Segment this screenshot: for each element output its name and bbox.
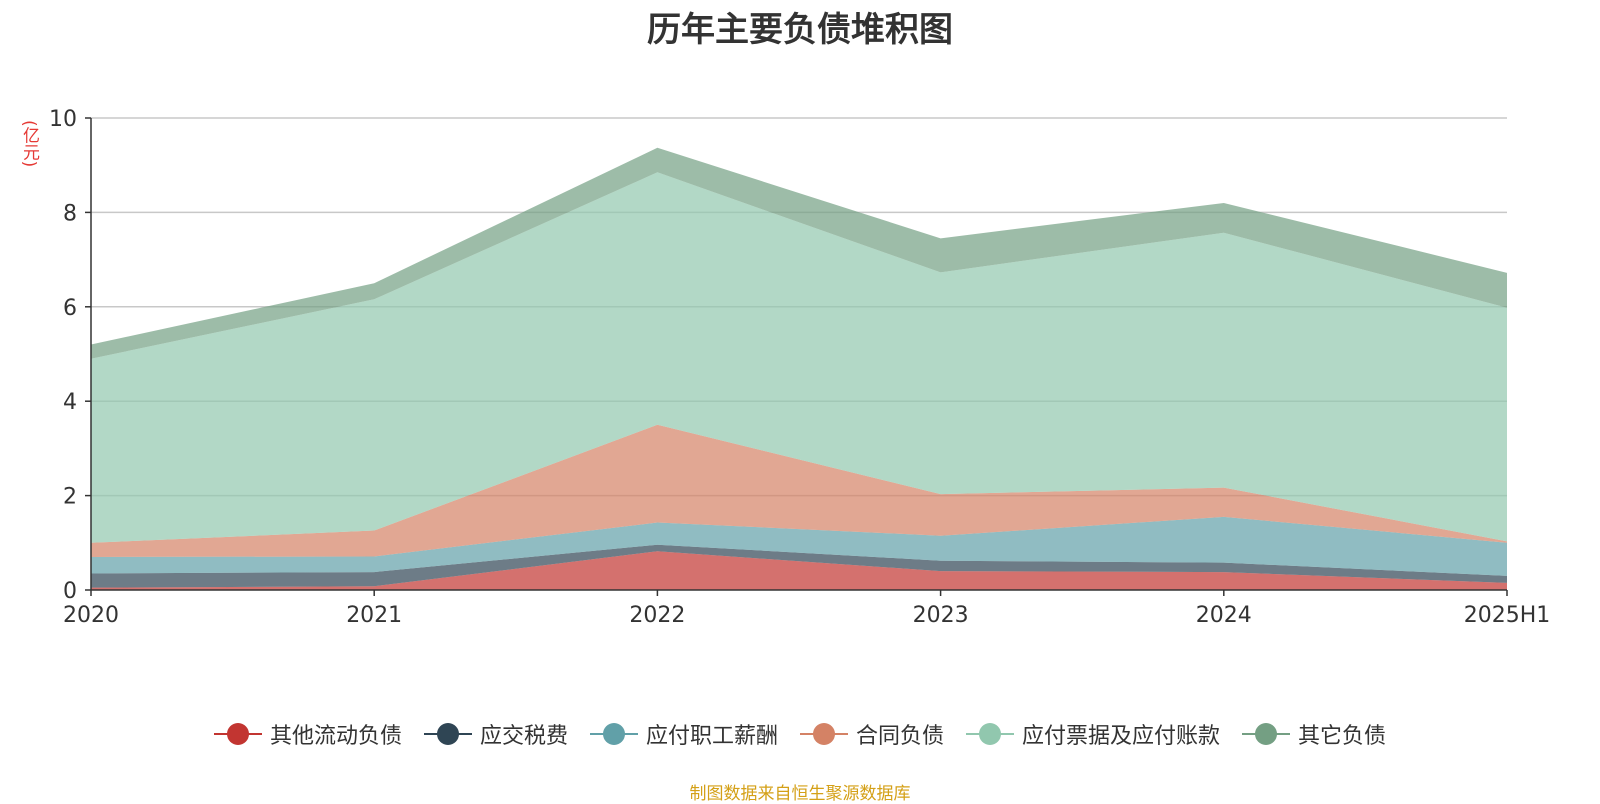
legend-marker-icon [589,721,638,747]
x-tick-label: 2020 [63,603,119,628]
legend-marker-icon [800,721,848,747]
legend-dot-icon [813,723,835,745]
legend-marker-icon [423,721,472,747]
legend-marker-icon [1242,721,1291,747]
axes: 0 2 4 6 8 10 2020 2021 2022 2023 2024 2025H1 [49,107,1550,628]
y-tick-label: 8 [63,201,77,226]
chart-title: 历年主要负债堆积图 [647,10,953,50]
legend-label: 其他流动负债 [269,724,402,749]
legend-dot-icon [602,723,625,745]
legend-dot-icon [226,723,249,745]
legend-item[interactable]: 其它负债 [1242,718,1386,750]
y-tick-label: 6 [63,296,77,321]
area-series-1 [91,544,1507,588]
legend-label: 应交税费 [479,724,568,749]
y-axis-unit-label: (亿元) [19,120,39,168]
legend-dot-icon [979,723,1002,745]
area-series-3 [91,424,1507,557]
legend-label: 应付票据及应付账款 [1022,724,1221,749]
legend: 其他流动负债 应交税费 应付职工薪酬 合同负债 应付票据及应付账款 其它负债 [0,718,1600,750]
legend-dot-icon [1255,723,1278,745]
legend-item[interactable]: 合同负债 [800,718,944,750]
x-tick-label: 2022 [629,603,685,628]
area-series-2 [91,516,1507,576]
legend-item[interactable]: 应交税费 [423,718,568,750]
x-tick-label: 2023 [913,603,969,628]
y-tick-label: 10 [49,107,77,132]
y-tick-label: 2 [63,485,77,510]
legend-label: 其它负债 [1298,724,1387,749]
data-source-note: 制图数据来自恒生聚源数据库 [689,784,911,804]
y-tick-label: 4 [63,390,77,415]
area-series-4 [91,172,1507,543]
legend-marker-icon [213,721,262,747]
legend-label: 合同负债 [856,724,945,749]
legend-item[interactable]: 其他流动负债 [213,718,402,750]
legend-dot-icon [436,723,459,745]
area-series-0 [91,551,1507,590]
x-tick-label: 2021 [346,603,402,628]
y-tick-label: 0 [63,579,77,604]
x-tick-label: 2025H1 [1464,603,1551,628]
legend-item[interactable]: 应付职工薪酬 [589,718,778,750]
legend-item[interactable]: 应付票据及应付账款 [966,718,1220,750]
legend-marker-icon [966,721,1015,747]
legend-label: 应付职工薪酬 [645,724,778,749]
x-tick-label: 2024 [1196,603,1252,628]
area-series [91,147,1507,590]
